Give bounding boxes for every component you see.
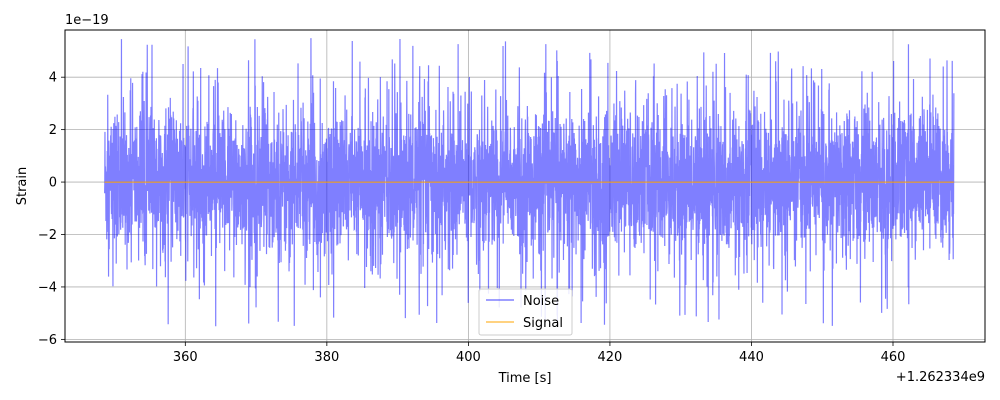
plot-frame [64, 29, 986, 343]
y-axis-label: Strain [15, 167, 30, 206]
x-offset-label: +1.262334e9 [896, 370, 985, 385]
y-scale-label: 1e−19 [65, 13, 109, 28]
noise-series-line [104, 38, 955, 327]
x-axis-label: Time [s] [498, 371, 552, 386]
x-tick-label: 460 [881, 350, 906, 365]
x-tick-label: 380 [314, 350, 339, 365]
legend-noise-label: Noise [523, 294, 559, 309]
legend-signal-label: Signal [523, 316, 563, 331]
legend: Noise Signal [478, 288, 573, 336]
x-tick-label: 420 [598, 350, 623, 365]
y-tick-label: 0 [49, 176, 57, 191]
y-tick-label: −4 [38, 280, 57, 295]
x-tick-label: 400 [456, 350, 481, 365]
tick-layer: 360 380 400 420 440 460 −6 −4 −2 0 2 4 [38, 71, 906, 365]
y-tick-label: 4 [49, 71, 57, 86]
y-tick-label: −6 [38, 333, 57, 348]
y-tick-label: −2 [38, 228, 57, 243]
x-tick-label: 360 [173, 350, 198, 365]
y-tick-label: 2 [49, 123, 57, 138]
x-tick-label: 440 [739, 350, 764, 365]
series-layer [104, 38, 955, 327]
